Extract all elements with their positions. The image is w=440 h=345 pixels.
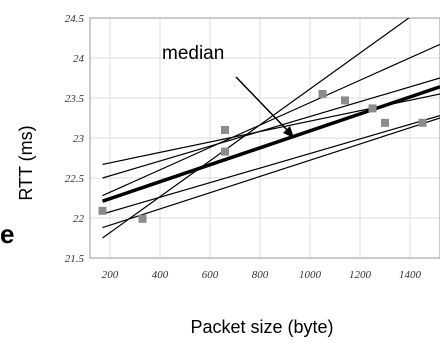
y-tick-label: 22 — [73, 213, 85, 225]
x-axis-title: Packet size (byte) — [190, 317, 333, 337]
x-tick-label: 1000 — [299, 269, 322, 281]
data-point — [368, 104, 377, 113]
data-point — [138, 214, 147, 223]
x-tick-label: 1400 — [399, 269, 422, 281]
data-point — [318, 90, 327, 98]
x-tick-label: 600 — [202, 269, 219, 281]
median-arrow — [235, 76, 294, 138]
y-tick-label: 23.5 — [65, 93, 85, 105]
data-point — [221, 147, 229, 156]
y-tick-label: 23 — [73, 133, 85, 145]
fitted-line — [102, 77, 440, 179]
fitted-line — [102, 43, 440, 197]
fitted-line — [102, 18, 410, 239]
y-tick-label: 22.5 — [65, 173, 85, 185]
median-annotation: median — [162, 43, 224, 64]
x-tick-label: 400 — [152, 269, 169, 281]
y-tick-labels: 21.5 22 22.5 23 23.5 24 24.5 — [65, 13, 85, 265]
y-tick-label: 24 — [73, 53, 85, 65]
fitted-line — [102, 115, 440, 215]
x-tick-label: 800 — [252, 269, 269, 281]
y-tick-label: 21.5 — [65, 253, 85, 265]
median-line — [101, 85, 440, 203]
data-point — [381, 118, 389, 127]
plot-area — [89, 17, 440, 259]
side-mark: e — [0, 219, 14, 249]
data-points — [98, 90, 427, 223]
data-point — [98, 206, 107, 215]
data-point — [341, 96, 349, 105]
grid-lines — [90, 17, 440, 259]
x-tick-label: 200 — [102, 269, 119, 281]
data-point — [221, 126, 229, 134]
y-tick-label: 24.5 — [65, 13, 85, 25]
data-point — [418, 118, 427, 127]
plot-frame — [89, 17, 440, 259]
fitted-lines — [101, 18, 440, 239]
fitted-line — [102, 117, 440, 229]
x-tick-label: 1200 — [349, 269, 372, 281]
y-axis-title: RTT (ms) — [16, 125, 36, 200]
x-tick-labels: 200 400 600 800 1000 1200 1400 — [102, 269, 422, 281]
